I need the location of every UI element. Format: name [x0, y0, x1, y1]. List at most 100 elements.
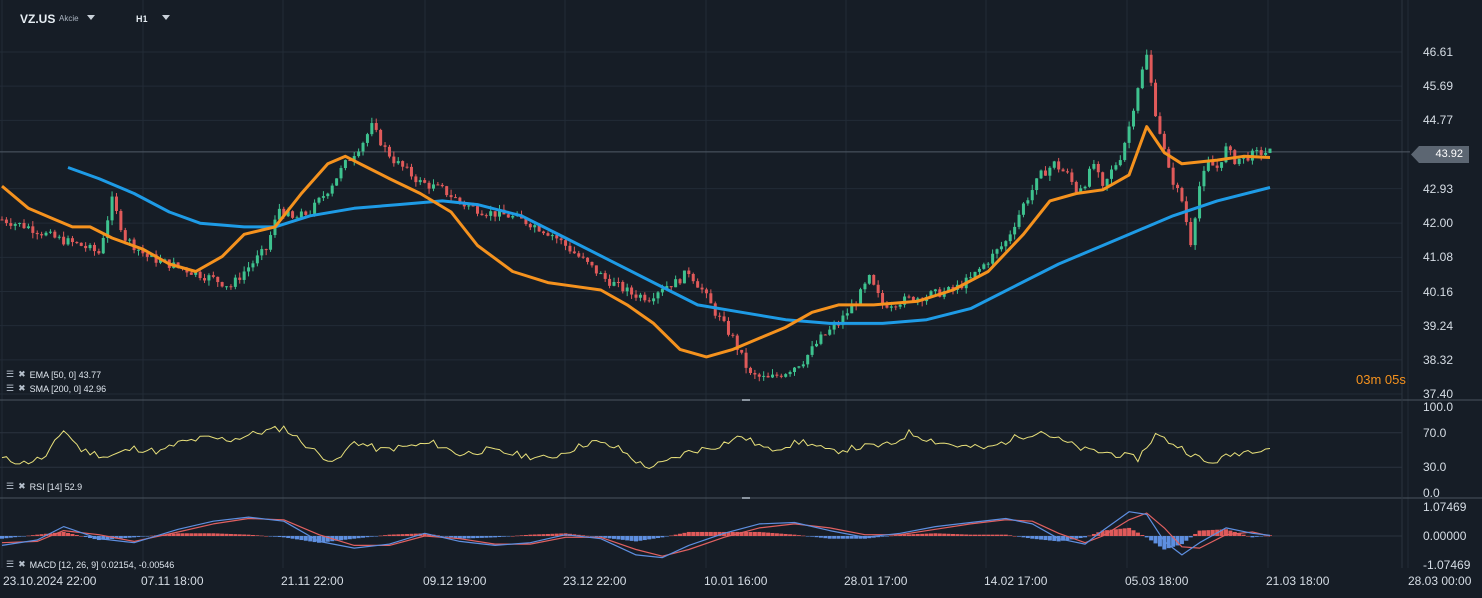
candle-body [22, 222, 26, 229]
chart-toolbar: VZ.US Akcie H1 [0, 0, 1482, 36]
candle-body [383, 145, 387, 147]
candle-body [652, 298, 656, 302]
macd-histogram-bar [118, 536, 123, 539]
rsi-tick-label: 70.0 [1423, 425, 1447, 440]
macd-histogram-bar [779, 533, 784, 536]
symbol-selector[interactable]: VZ.US [20, 12, 56, 26]
macd-histogram-bar [378, 535, 383, 537]
time-tick-label: 05.03 18:00 [1125, 574, 1189, 588]
candle-body [550, 235, 554, 237]
macd-histogram-bar [1113, 529, 1118, 536]
candle-body [1083, 186, 1087, 189]
candle-body [348, 160, 352, 162]
macd-legend[interactable]: ☰ ✖ MACD [12, 26, 9] 0.02154, -0.00546 [6, 559, 174, 570]
candle-body [304, 211, 308, 215]
macd-histogram-bar [171, 533, 176, 536]
macd-histogram-bar [242, 534, 247, 536]
macd-histogram-bar [1153, 536, 1158, 544]
candle-body [1030, 190, 1034, 201]
close-icon[interactable]: ✖ [18, 481, 26, 491]
macd-tick-label: -1.07469 [1423, 558, 1471, 572]
candle-body [1123, 142, 1127, 161]
price-tick-label: 44.77 [1423, 113, 1454, 128]
macd-histogram-bar [713, 531, 718, 536]
macd-histogram-bar [981, 534, 986, 536]
sma-legend[interactable]: ☰ ✖ SMA [200, 0] 42.96 [6, 383, 106, 394]
macd-histogram-bar [634, 536, 638, 542]
candle-body [1259, 150, 1263, 155]
price-tick-label: 38.32 [1423, 352, 1454, 367]
symbol-dropdown-icon[interactable] [87, 15, 95, 20]
candle-body [704, 289, 708, 294]
candle-body [1118, 160, 1122, 166]
macd-histogram-bar [101, 536, 106, 540]
macd-histogram-bar [457, 536, 462, 539]
macd-histogram-bar [286, 536, 291, 539]
macd-histogram-bar [339, 536, 344, 541]
macd-histogram-bar [400, 534, 405, 536]
candle-body [401, 161, 405, 167]
candle-body [467, 205, 471, 207]
candle-body [797, 366, 801, 368]
candle-body [603, 273, 607, 279]
macd-histogram-bar [1135, 532, 1140, 536]
timeframe-dropdown-icon[interactable] [162, 15, 170, 20]
macd-histogram-bar [184, 533, 189, 536]
macd-histogram-bar [559, 533, 564, 536]
macd-histogram-bar [801, 535, 806, 537]
settings-icon[interactable]: ☰ [6, 383, 15, 393]
macd-histogram-bar [1250, 536, 1255, 538]
macd-histogram-bar [739, 531, 744, 536]
macd-histogram-bar [449, 536, 454, 538]
candle-body [13, 224, 17, 226]
ema-legend[interactable]: ☰ ✖ EMA [50, 0] 43.77 [6, 369, 101, 380]
candle-body [53, 231, 57, 238]
macd-histogram-bar [704, 531, 709, 536]
settings-icon[interactable]: ☰ [6, 481, 15, 491]
pane-resize-handle[interactable] [742, 497, 750, 499]
rsi-legend[interactable]: ☰ ✖ RSI [14] 52.9 [6, 481, 82, 492]
pane-resize-handle[interactable] [742, 399, 750, 401]
macd-histogram-bar [272, 536, 277, 537]
candle-body [114, 196, 118, 211]
candle-body [1101, 172, 1105, 186]
settings-icon[interactable]: ☰ [6, 369, 15, 379]
candle-body [832, 324, 836, 330]
macd-histogram-bar [986, 534, 991, 536]
candle-body [973, 271, 977, 278]
macd-histogram-bar [1008, 535, 1013, 536]
close-icon[interactable]: ✖ [18, 383, 26, 393]
close-icon[interactable]: ✖ [18, 559, 26, 569]
timeframe-selector[interactable]: H1 [136, 14, 148, 24]
macd-histogram-bar [695, 531, 700, 536]
candle-body [718, 315, 722, 317]
candle-body [396, 161, 400, 164]
macd-histogram-bar [13, 536, 18, 538]
macd-tick-label: 0.00000 [1423, 529, 1467, 543]
candle-body [757, 374, 761, 377]
candle-body [357, 151, 361, 157]
candle-body [528, 224, 532, 228]
macd-histogram-bar [528, 534, 533, 536]
candle-body [335, 178, 339, 186]
macd-histogram-bar [937, 533, 942, 536]
macd-histogram-bar [933, 533, 938, 536]
macd-histogram-bar [1047, 536, 1052, 541]
close-icon[interactable]: ✖ [18, 369, 26, 379]
macd-histogram-bar [951, 533, 955, 536]
candle-body [634, 294, 638, 298]
macd-histogram-bar [440, 536, 445, 537]
candle-body [189, 272, 193, 275]
macd-histogram-bar [66, 532, 71, 536]
candle-body [903, 296, 907, 305]
macd-histogram-bar [123, 536, 128, 539]
macd-histogram-bar [1030, 536, 1035, 539]
candle-body [476, 206, 479, 214]
settings-icon[interactable]: ☰ [6, 559, 15, 569]
time-tick-label: 07.11 18:00 [141, 574, 204, 588]
macd-histogram-bar [893, 535, 898, 536]
macd-histogram-bar [805, 536, 810, 537]
candle-body [159, 259, 162, 263]
macd-histogram-bar [818, 536, 823, 538]
